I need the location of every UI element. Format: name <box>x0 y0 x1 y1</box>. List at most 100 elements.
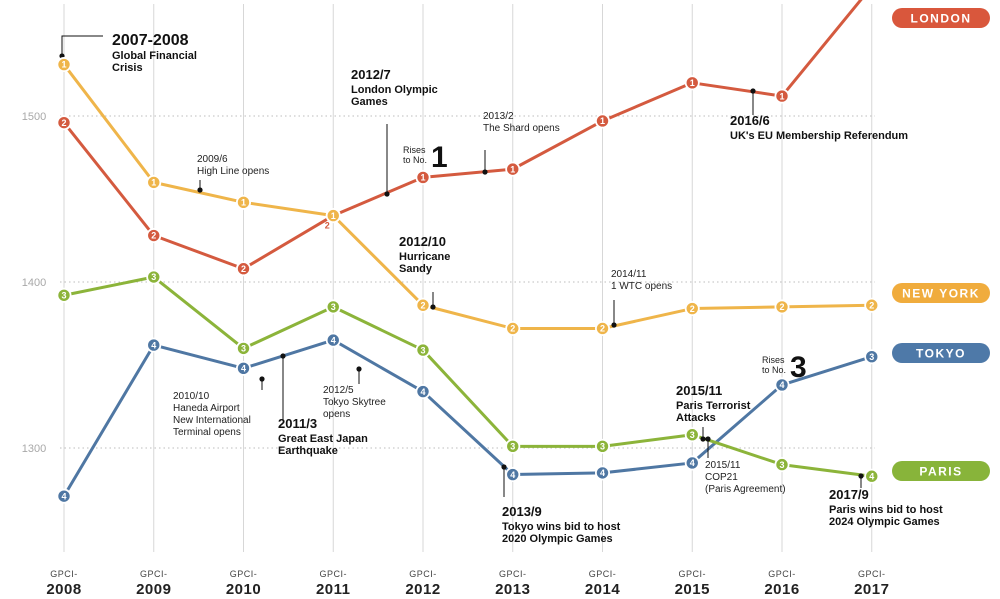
series-point <box>235 194 251 210</box>
series-point <box>864 468 880 484</box>
annotation-event-dot <box>430 304 436 310</box>
annotation-event-dot <box>700 436 706 442</box>
series-point <box>235 261 251 277</box>
x-tick-label: 2011 <box>316 581 351 598</box>
series-point <box>684 427 700 443</box>
point-rank-label: 3 <box>331 302 336 312</box>
annotation-text: 2016/6 <box>730 113 770 128</box>
series-points: 2222111111111122222244444444433333333334… <box>56 57 880 504</box>
annotation-rises-text: to No. <box>403 155 427 165</box>
annotation-text: Tokyo wins bid to host <box>502 521 621 533</box>
annotation-event-dot <box>858 473 864 479</box>
series-point <box>146 228 162 244</box>
annotation-rises-text: to No. <box>762 365 786 375</box>
x-tick-prefix: GPCI- <box>678 569 706 579</box>
series-label-text: NEW YORK <box>902 287 980 301</box>
series-point <box>774 88 790 104</box>
point-rank-label: 1 <box>600 116 605 126</box>
annotation-rank-numeral: 3 <box>790 351 807 384</box>
series-point <box>774 299 790 315</box>
point-rank-label: 3 <box>61 290 66 300</box>
annotation-text: Sandy <box>399 263 433 275</box>
point-rank-label: 1 <box>61 60 66 70</box>
series-point <box>774 457 790 473</box>
annotation-text: The Shard opens <box>483 123 560 134</box>
point-rank-label: 3 <box>151 272 156 282</box>
series-point <box>684 75 700 91</box>
series-line <box>62 275 874 478</box>
point-rank-label: 2 <box>869 300 874 310</box>
point-rank-label: 1 <box>151 178 156 188</box>
x-tick-label: 2008 <box>46 581 81 598</box>
annotation-event-dot <box>384 191 390 197</box>
point-rank-label: 3 <box>241 344 246 354</box>
annotation-text: 2010/10 <box>173 391 210 402</box>
series-point <box>684 455 700 471</box>
series-point <box>146 269 162 285</box>
x-tick-prefix: GPCI- <box>409 569 437 579</box>
point-rank-label: 3 <box>600 442 605 452</box>
series-label-text: TOKYO <box>916 347 966 361</box>
annotation-text: UK's EU Membership Referendum <box>730 130 908 142</box>
point-rank-label: 2 <box>151 231 156 241</box>
x-tick-prefix: GPCI- <box>319 569 347 579</box>
x-axis-layer: GPCI- 2008 GPCI- 2009 GPCI- 2010 GPCI- 2011 GPCI… <box>46 569 889 598</box>
series-point <box>595 320 611 336</box>
annotation-text: Global Financial <box>112 50 197 62</box>
point-rank-label: 2 <box>690 304 695 314</box>
annotation-text: Games <box>351 96 388 108</box>
annotation-text: 2009/6 <box>197 154 228 165</box>
point-rank-label: 2 <box>510 324 515 334</box>
point-rank-label: 1 <box>510 164 515 174</box>
annotation-event-dot <box>482 169 488 175</box>
annotation-text: 2011/3 <box>278 416 317 431</box>
point-rank-label: 4 <box>510 470 515 480</box>
series-point <box>505 467 521 483</box>
y-tick-label: 1400 <box>22 277 46 289</box>
x-tick-label: 2016 <box>764 581 799 598</box>
point-rank-label: 3 <box>690 430 695 440</box>
annotation-leader-line <box>61 35 103 56</box>
point-rank-label: 1 <box>331 211 336 221</box>
annotation-rises-text: Rises <box>762 355 785 365</box>
annotation-text: 2012/5 <box>323 385 354 396</box>
x-tick-label: 2013 <box>495 581 530 598</box>
series-legend-labels: LONDON NEW YORK TOKYO PARIS <box>892 8 990 481</box>
x-tick-prefix: GPCI- <box>858 569 886 579</box>
series-point <box>325 332 341 348</box>
series-line <box>62 338 874 498</box>
y-tick-label: 1300 <box>22 443 46 455</box>
annotation-event-dot <box>501 464 507 470</box>
annotation-text: 2014/11 <box>611 269 647 280</box>
series-point <box>774 377 790 393</box>
series-label-text: LONDON <box>911 12 972 26</box>
series-label-text: PARIS <box>919 465 962 479</box>
x-tick-label: 2010 <box>226 581 261 598</box>
point-rank-label: 1 <box>690 78 695 88</box>
grid-layer: 1300 1400 1500 <box>22 4 875 552</box>
series-point <box>56 57 72 73</box>
annotation-event-dot <box>611 322 617 328</box>
series-label-pill <box>892 8 990 28</box>
annotation-text: 2012/10 <box>399 234 446 249</box>
annotation-text: London Olympic <box>351 84 438 96</box>
annotation-text: Crisis <box>112 62 143 74</box>
point-rank-label: 2 <box>779 302 784 312</box>
annotation-event-dot <box>259 376 265 382</box>
series-line <box>62 63 874 330</box>
annotation-text: Hurricane <box>399 251 450 263</box>
annotation-text: Terminal opens <box>173 427 241 438</box>
x-tick-label: 2017 <box>854 581 889 598</box>
x-tick-prefix: GPCI- <box>50 569 78 579</box>
series-point <box>415 342 431 358</box>
point-rank-label: 2 <box>61 118 66 128</box>
series-point <box>505 438 521 454</box>
annotation-text: Tokyo Skytree <box>323 397 386 408</box>
point-rank-label: 1 <box>241 198 246 208</box>
series-point <box>325 208 341 224</box>
point-rank-label: 3 <box>779 460 784 470</box>
series-point <box>325 299 341 315</box>
annotation-text: Great East Japan <box>278 433 368 445</box>
